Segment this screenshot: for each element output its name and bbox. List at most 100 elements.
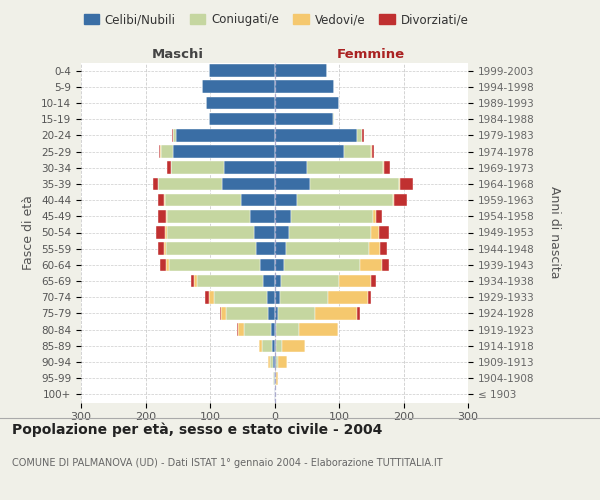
Bar	[271, 324, 275, 336]
Bar	[254, 226, 275, 239]
Bar	[275, 242, 286, 255]
Bar	[152, 178, 158, 190]
Text: Popolazione per età, sesso e stato civile - 2004: Popolazione per età, sesso e stato civil…	[12, 422, 382, 437]
Bar	[371, 275, 376, 287]
Bar	[276, 340, 282, 352]
Bar	[328, 291, 368, 304]
Bar	[275, 372, 276, 384]
Bar	[194, 275, 197, 287]
Bar	[275, 194, 297, 206]
Bar	[172, 162, 224, 174]
Bar	[383, 162, 390, 174]
Bar	[275, 258, 284, 271]
Bar	[164, 242, 166, 255]
Bar	[170, 162, 172, 174]
Bar	[275, 226, 289, 239]
Bar	[160, 258, 166, 271]
Bar	[276, 356, 278, 368]
Bar	[272, 372, 273, 384]
Bar	[165, 194, 241, 206]
Bar	[166, 210, 167, 222]
Bar	[159, 145, 160, 158]
Bar	[209, 113, 275, 126]
Bar	[282, 340, 305, 352]
Bar	[275, 113, 332, 126]
Bar	[392, 194, 394, 206]
Bar	[275, 275, 281, 287]
Bar	[399, 178, 400, 190]
Bar	[158, 178, 221, 190]
Bar	[202, 80, 275, 93]
Bar	[226, 307, 268, 320]
Bar	[173, 145, 275, 158]
Bar	[290, 210, 373, 222]
Bar	[270, 356, 273, 368]
Bar	[158, 194, 164, 206]
Bar	[167, 162, 170, 174]
Bar	[260, 258, 275, 271]
Bar	[166, 226, 167, 239]
Bar	[262, 340, 272, 352]
Bar	[167, 210, 250, 222]
Bar	[220, 307, 221, 320]
Bar	[357, 307, 360, 320]
Bar	[197, 275, 263, 287]
Legend: Celibi/Nubili, Coniugati/e, Vedovi/e, Divorziati/e: Celibi/Nubili, Coniugati/e, Vedovi/e, Di…	[79, 8, 473, 31]
Bar	[371, 145, 372, 158]
Bar	[160, 145, 161, 158]
Bar	[376, 210, 382, 222]
Bar	[289, 226, 371, 239]
Bar	[275, 162, 307, 174]
Bar	[161, 145, 173, 158]
Bar	[259, 340, 262, 352]
Bar	[275, 80, 334, 93]
Bar	[267, 291, 275, 304]
Bar	[256, 242, 275, 255]
Y-axis label: Anni di nascita: Anni di nascita	[548, 186, 562, 279]
Bar	[205, 291, 209, 304]
Bar	[224, 162, 275, 174]
Bar	[274, 388, 275, 400]
Text: Maschi: Maschi	[152, 48, 204, 61]
Bar	[206, 96, 275, 110]
Bar	[382, 258, 389, 271]
Bar	[166, 258, 169, 271]
Bar	[275, 178, 310, 190]
Bar	[221, 307, 226, 320]
Bar	[371, 226, 379, 239]
Bar	[209, 64, 275, 77]
Bar	[280, 291, 328, 304]
Bar	[310, 178, 399, 190]
Bar	[275, 210, 290, 222]
Bar	[268, 356, 270, 368]
Bar	[167, 226, 254, 239]
Bar	[273, 356, 275, 368]
Bar	[275, 145, 344, 158]
Bar	[173, 129, 176, 141]
Bar	[307, 162, 383, 174]
Bar	[275, 291, 280, 304]
Bar	[158, 242, 164, 255]
Bar	[281, 275, 339, 287]
Bar	[172, 129, 173, 141]
Bar	[332, 113, 334, 126]
Bar	[273, 372, 274, 384]
Bar	[380, 242, 387, 255]
Bar	[164, 194, 165, 206]
Bar	[237, 324, 238, 336]
Bar	[263, 275, 275, 287]
Bar	[244, 324, 271, 336]
Bar	[156, 226, 166, 239]
Bar	[275, 96, 339, 110]
Bar	[373, 210, 376, 222]
Bar	[284, 258, 360, 271]
Bar	[400, 178, 413, 190]
Bar	[166, 242, 256, 255]
Bar	[276, 372, 278, 384]
Bar	[275, 307, 278, 320]
Bar	[275, 129, 357, 141]
Text: COMUNE DI PALMANOVA (UD) - Dati ISTAT 1° gennaio 2004 - Elaborazione TUTTITALIA.: COMUNE DI PALMANOVA (UD) - Dati ISTAT 1°…	[12, 458, 443, 468]
Bar	[372, 145, 374, 158]
Bar	[214, 291, 267, 304]
Bar	[275, 64, 328, 77]
